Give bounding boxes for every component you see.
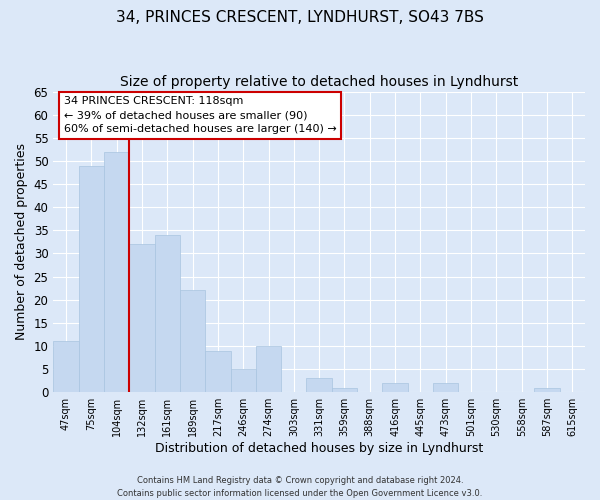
Bar	[433, 383, 458, 392]
Bar	[382, 383, 408, 392]
Bar	[205, 350, 230, 392]
Bar	[53, 342, 79, 392]
Bar	[79, 166, 104, 392]
Bar	[230, 369, 256, 392]
Bar	[104, 152, 129, 392]
Bar	[256, 346, 281, 392]
Bar	[307, 378, 332, 392]
Text: 34, PRINCES CRESCENT, LYNDHURST, SO43 7BS: 34, PRINCES CRESCENT, LYNDHURST, SO43 7B…	[116, 10, 484, 25]
Bar	[155, 235, 180, 392]
Bar	[332, 388, 357, 392]
Text: Contains HM Land Registry data © Crown copyright and database right 2024.
Contai: Contains HM Land Registry data © Crown c…	[118, 476, 482, 498]
Y-axis label: Number of detached properties: Number of detached properties	[15, 144, 28, 340]
X-axis label: Distribution of detached houses by size in Lyndhurst: Distribution of detached houses by size …	[155, 442, 483, 455]
Title: Size of property relative to detached houses in Lyndhurst: Size of property relative to detached ho…	[120, 75, 518, 89]
Text: 34 PRINCES CRESCENT: 118sqm
← 39% of detached houses are smaller (90)
60% of sem: 34 PRINCES CRESCENT: 118sqm ← 39% of det…	[64, 96, 337, 134]
Bar	[180, 290, 205, 392]
Bar	[129, 244, 155, 392]
Bar	[535, 388, 560, 392]
